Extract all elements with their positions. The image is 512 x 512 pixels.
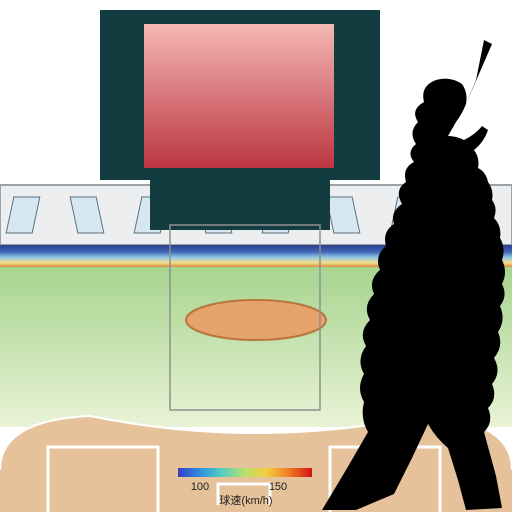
legend-color-bar <box>178 468 312 477</box>
scoreboard-base <box>150 180 330 230</box>
legend-label: 球速(km/h) <box>219 493 272 507</box>
pitchers-mound <box>186 300 326 340</box>
legend-tick-150: 150 <box>269 481 287 493</box>
scene-svg: 100 150 球速(km/h) <box>0 0 512 512</box>
scoreboard-screen <box>144 24 334 168</box>
legend-tick-100: 100 <box>191 481 209 493</box>
pitch-velocity-diagram: 100 150 球速(km/h) <box>0 0 512 512</box>
